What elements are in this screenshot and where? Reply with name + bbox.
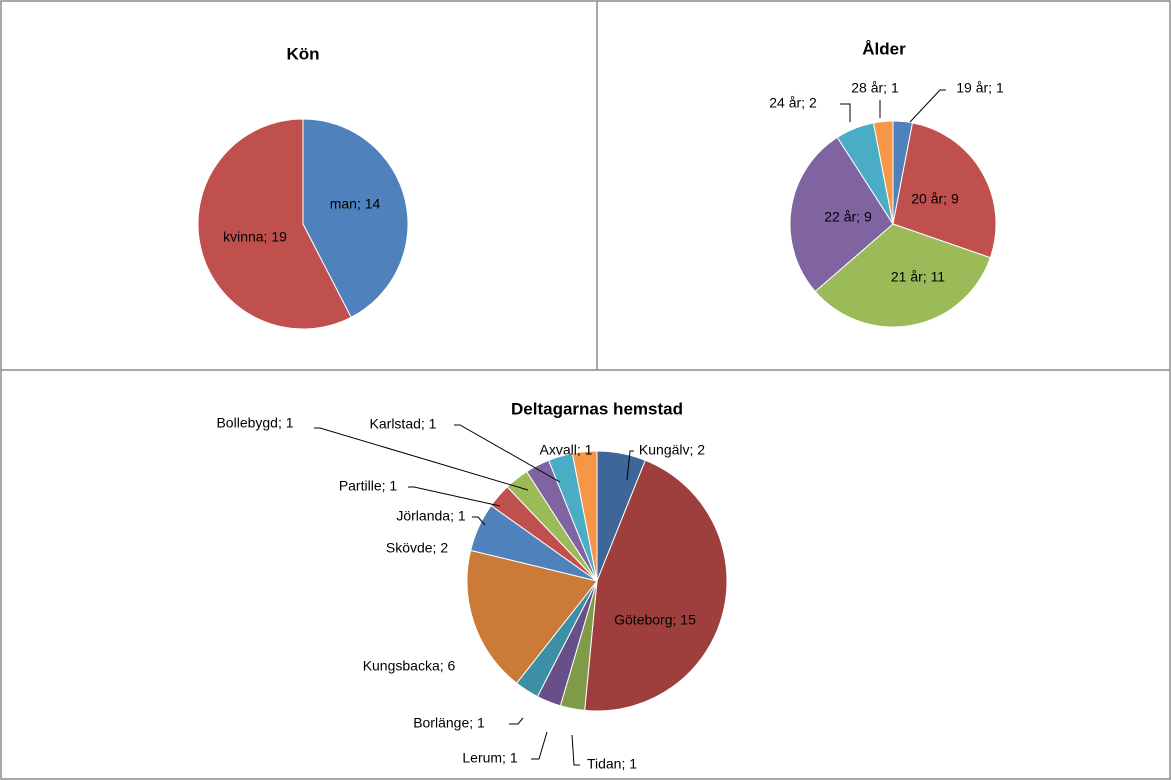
data-label: Partille; 1 (339, 478, 398, 494)
pie-slice (789, 136, 894, 293)
data-label: Kungsbacka; 6 (363, 658, 456, 674)
leader-line (408, 486, 501, 507)
pie-slice (466, 549, 598, 684)
leader-line (571, 734, 580, 766)
data-label: Karlstad; 1 (370, 416, 437, 432)
data-label: Jörlanda; 1 (396, 508, 465, 524)
chart-title: Ålder (862, 39, 906, 58)
chart-title: Deltagarnas hemstad (511, 399, 683, 418)
data-label: Göteborg; 15 (614, 612, 696, 628)
leader-line (509, 717, 524, 725)
leaders (314, 89, 946, 766)
leader-line (909, 89, 946, 123)
data-label: 28 år; 1 (851, 80, 899, 96)
pie-slice (872, 120, 894, 225)
data-label: Tidan; 1 (587, 756, 637, 772)
data-label: Kungälv; 2 (639, 442, 705, 458)
pie-slice (571, 450, 598, 582)
data-label: 24 år; 2 (769, 95, 817, 111)
data-label: 19 år; 1 (956, 80, 1004, 96)
chart-title: Kön (286, 44, 319, 63)
leader-line (531, 731, 548, 760)
pie-slice (814, 223, 991, 328)
pie-slice (302, 118, 409, 319)
leader-line (472, 516, 486, 526)
leader-line (454, 424, 561, 483)
data-label: 22 år; 9 (824, 209, 872, 225)
data-label: kvinna; 19 (223, 229, 287, 245)
pie-slice (584, 459, 728, 712)
leader-line (626, 450, 634, 481)
data-label: Bollebygd; 1 (216, 415, 293, 431)
data-label: 20 år; 9 (911, 191, 959, 207)
data-label: Skövde; 2 (386, 540, 448, 556)
data-label: Lerum; 1 (462, 750, 517, 766)
pie-slice (197, 118, 352, 330)
leader-line (314, 427, 529, 491)
data-label: Axvall; 1 (540, 442, 593, 458)
data-label: 21 år; 11 (891, 269, 945, 285)
pie-slice (892, 122, 997, 259)
data-label: Borlänge; 1 (413, 715, 485, 731)
data-label: man; 14 (330, 196, 381, 212)
leader-line (840, 103, 851, 122)
